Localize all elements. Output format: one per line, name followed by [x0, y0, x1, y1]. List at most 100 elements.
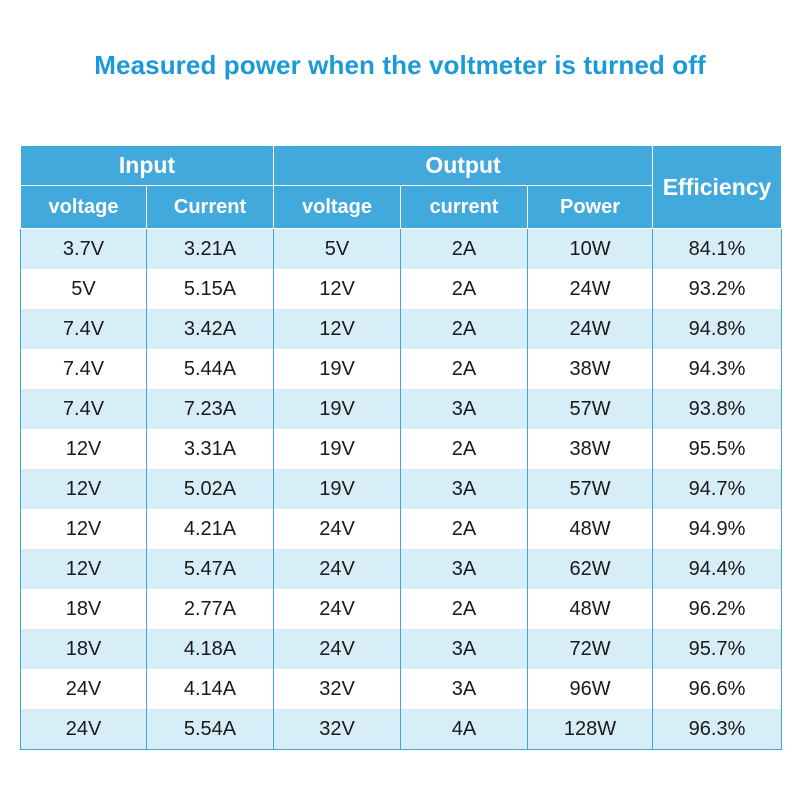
cell-output-current: 3A — [400, 389, 529, 429]
cell-input-voltage: 7.4V — [20, 389, 147, 429]
cell-input-voltage: 3.7V — [20, 228, 147, 269]
table-row: 18V 4.18A 24V 3A 72W 95.7% — [20, 629, 783, 669]
table-row: 7.4V 3.42A 12V 2A 24W 94.8% — [20, 309, 783, 349]
cell-output-power: 24W — [527, 269, 654, 309]
cell-input-voltage: 24V — [20, 669, 147, 709]
cell-output-voltage: 12V — [273, 309, 402, 349]
table-row: 12V 5.02A 19V 3A 57W 94.7% — [20, 469, 783, 509]
cell-efficiency: 93.2% — [652, 269, 783, 309]
cell-efficiency: 94.9% — [652, 509, 783, 549]
cell-output-current: 2A — [400, 509, 529, 549]
cell-output-current: 3A — [400, 629, 529, 669]
cell-output-voltage: 24V — [273, 509, 402, 549]
cell-efficiency: 95.5% — [652, 429, 783, 469]
cell-efficiency: 94.7% — [652, 469, 783, 509]
cell-output-voltage: 12V — [273, 269, 402, 309]
header-output-current: current — [400, 185, 529, 229]
table-row: 5V 5.15A 12V 2A 24W 93.2% — [20, 269, 783, 309]
cell-input-voltage: 7.4V — [20, 309, 147, 349]
cell-input-current: 2.77A — [145, 589, 275, 629]
table-row: 7.4V 7.23A 19V 3A 57W 93.8% — [20, 389, 783, 429]
cell-output-power: 10W — [527, 228, 654, 269]
cell-output-voltage: 24V — [273, 589, 402, 629]
cell-output-power: 38W — [527, 349, 654, 389]
cell-output-power: 24W — [527, 309, 654, 349]
cell-input-voltage: 12V — [20, 469, 147, 509]
cell-input-voltage: 7.4V — [20, 349, 147, 389]
cell-output-current: 3A — [400, 669, 529, 709]
cell-output-power: 72W — [527, 629, 654, 669]
table-row: 3.7V 3.21A 5V 2A 10W 84.1% — [20, 228, 783, 269]
cell-input-voltage: 18V — [20, 629, 147, 669]
cell-output-current: 3A — [400, 469, 529, 509]
table-row: 7.4V 5.44A 19V 2A 38W 94.3% — [20, 349, 783, 389]
cell-output-voltage: 5V — [273, 228, 402, 269]
cell-efficiency: 84.1% — [652, 228, 783, 269]
cell-output-current: 2A — [400, 349, 529, 389]
cell-input-current: 3.21A — [145, 228, 275, 269]
cell-output-voltage: 19V — [273, 349, 402, 389]
cell-output-current: 2A — [400, 429, 529, 469]
cell-efficiency: 96.2% — [652, 589, 783, 629]
table-row: 24V 5.54A 32V 4A 128W 96.3% — [20, 709, 783, 750]
cell-output-current: 2A — [400, 269, 529, 309]
cell-input-current: 4.18A — [145, 629, 275, 669]
cell-efficiency: 93.8% — [652, 389, 783, 429]
header-input-current: Current — [145, 185, 275, 229]
header-group-row: Input Output Efficiency — [19, 145, 783, 229]
table-row: 12V 4.21A 24V 2A 48W 94.9% — [20, 509, 783, 549]
cell-input-current: 4.14A — [145, 669, 275, 709]
table-body: 3.7V 3.21A 5V 2A 10W 84.1% 5V 5.15A 12V 2A 24W 93.2… — [20, 228, 783, 750]
cell-efficiency: 96.3% — [652, 709, 783, 750]
cell-efficiency: 94.8% — [652, 309, 783, 349]
cell-output-voltage: 19V — [273, 429, 402, 469]
cell-output-power: 57W — [527, 469, 654, 509]
cell-output-power: 57W — [527, 389, 654, 429]
cell-output-voltage: 24V — [273, 549, 402, 589]
cell-input-voltage: 18V — [20, 589, 147, 629]
cell-input-current: 3.31A — [145, 429, 275, 469]
table-row: 12V 5.47A 24V 3A 62W 94.4% — [20, 549, 783, 589]
cell-efficiency: 96.6% — [652, 669, 783, 709]
cell-input-current: 7.23A — [145, 389, 275, 429]
cell-output-current: 2A — [400, 589, 529, 629]
table-row: 18V 2.77A 24V 2A 48W 96.2% — [20, 589, 783, 629]
cell-input-current: 5.15A — [145, 269, 275, 309]
header-output-voltage: voltage — [273, 185, 402, 229]
cell-output-current: 4A — [400, 709, 529, 750]
cell-input-voltage: 12V — [20, 429, 147, 469]
header-efficiency: Efficiency — [652, 145, 783, 229]
table-row: 24V 4.14A 32V 3A 96W 96.6% — [20, 669, 783, 709]
cell-input-voltage: 12V — [20, 549, 147, 589]
cell-output-current: 2A — [400, 228, 529, 269]
cell-output-power: 48W — [527, 589, 654, 629]
cell-output-voltage: 32V — [273, 669, 402, 709]
cell-output-power: 38W — [527, 429, 654, 469]
page-title: Measured power when the voltmeter is tur… — [94, 50, 706, 80]
table-row: 12V 3.31A 19V 2A 38W 95.5% — [20, 429, 783, 469]
cell-efficiency: 94.3% — [652, 349, 783, 389]
cell-output-power: 96W — [527, 669, 654, 709]
cell-input-current: 5.02A — [145, 469, 275, 509]
cell-output-current: 2A — [400, 309, 529, 349]
cell-output-power: 62W — [527, 549, 654, 589]
cell-output-voltage: 19V — [273, 469, 402, 509]
power-measurement-table: Input Output Efficiency voltage Current … — [19, 145, 783, 750]
cell-output-power: 48W — [527, 509, 654, 549]
cell-input-voltage: 24V — [20, 709, 147, 750]
cell-output-voltage: 19V — [273, 389, 402, 429]
cell-output-voltage: 24V — [273, 629, 402, 669]
header-sub-row: voltage Current voltage current Power — [20, 185, 782, 229]
header-input-voltage: voltage — [20, 185, 147, 229]
cell-efficiency: 95.7% — [652, 629, 783, 669]
cell-input-current: 5.44A — [145, 349, 275, 389]
cell-output-power: 128W — [527, 709, 654, 750]
cell-input-current: 4.21A — [145, 509, 275, 549]
cell-input-voltage: 5V — [20, 269, 147, 309]
cell-input-voltage: 12V — [20, 509, 147, 549]
header-output: Output — [273, 145, 654, 186]
cell-efficiency: 94.4% — [652, 549, 783, 589]
cell-input-current: 5.47A — [145, 549, 275, 589]
header-input: Input — [19, 145, 275, 186]
cell-output-current: 3A — [400, 549, 529, 589]
